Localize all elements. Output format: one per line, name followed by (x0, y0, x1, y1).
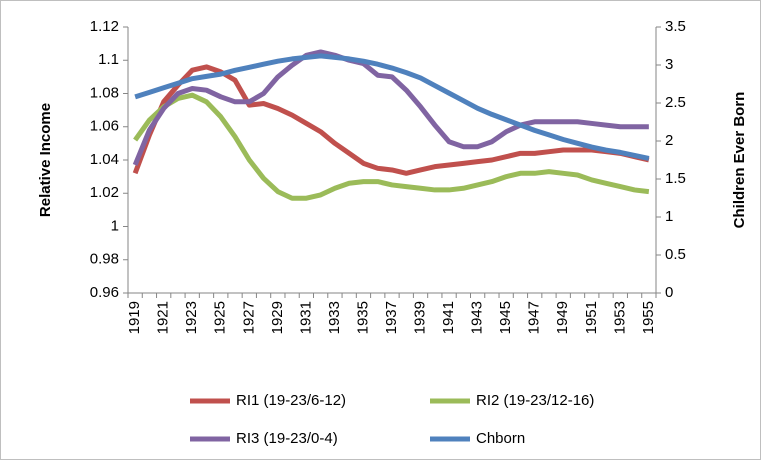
y-tick-label: 1.02 (90, 184, 119, 201)
y2-tick-label: 2 (665, 132, 673, 149)
x-tick-label: 1931 (297, 301, 314, 334)
y-tick-label: 0.98 (90, 251, 119, 268)
y2-tick-label: 3 (665, 56, 673, 73)
y2-tick-label: 1.5 (665, 170, 686, 187)
y-tick-label: 0.96 (90, 284, 119, 301)
x-tick-label: 1927 (240, 301, 257, 334)
x-tick-label: 1933 (326, 301, 343, 334)
y-axis-label: Relative Income (37, 103, 54, 217)
y2-axis-label: Children Ever Born (731, 92, 748, 229)
y2-tick-label: 0.5 (665, 246, 686, 263)
x-tick-label: 1923 (183, 301, 200, 334)
series-line (133, 92, 650, 201)
y-tick-label: 1 (111, 217, 119, 234)
legend-label: RI2 (19-23/12-16) (476, 392, 594, 409)
x-tick-label: 1953 (611, 301, 628, 334)
y-tick-label: 1.04 (90, 151, 119, 168)
x-tick-label: 1921 (155, 301, 172, 334)
x-tick-label: 1941 (440, 301, 457, 334)
y-tick-label: 1.08 (90, 84, 119, 101)
x-tick-label: 1935 (354, 301, 371, 334)
legend-label: Chborn (476, 430, 525, 447)
x-tick-label: 1945 (497, 301, 514, 334)
y2-tick-label: 1 (665, 208, 673, 225)
x-tick-label: 1949 (554, 301, 571, 334)
y-tick-label: 1.1 (98, 51, 119, 68)
x-tick-label: 1955 (640, 301, 657, 334)
y-tick-label: 1.12 (90, 18, 119, 35)
y-tick-label: 1.06 (90, 118, 119, 135)
x-tick-label: 1947 (526, 301, 543, 334)
x-tick-label: 1929 (269, 301, 286, 334)
legend-label: RI1 (19-23/6-12) (236, 392, 346, 409)
series-line (132, 49, 649, 166)
x-tick-label: 1951 (583, 301, 600, 334)
x-tick-label: 1919 (126, 301, 143, 334)
legend-label: RI3 (19-23/0-4) (236, 430, 338, 447)
y2-tick-label: 0 (665, 284, 673, 301)
x-tick-label: 1943 (469, 301, 486, 334)
x-tick-label: 1925 (212, 301, 229, 334)
x-tick-label: 1939 (412, 301, 429, 334)
x-tick-label: 1937 (383, 301, 400, 334)
series-line (134, 53, 650, 161)
y2-tick-label: 2.5 (665, 94, 686, 111)
y2-tick-label: 3.5 (665, 18, 686, 35)
